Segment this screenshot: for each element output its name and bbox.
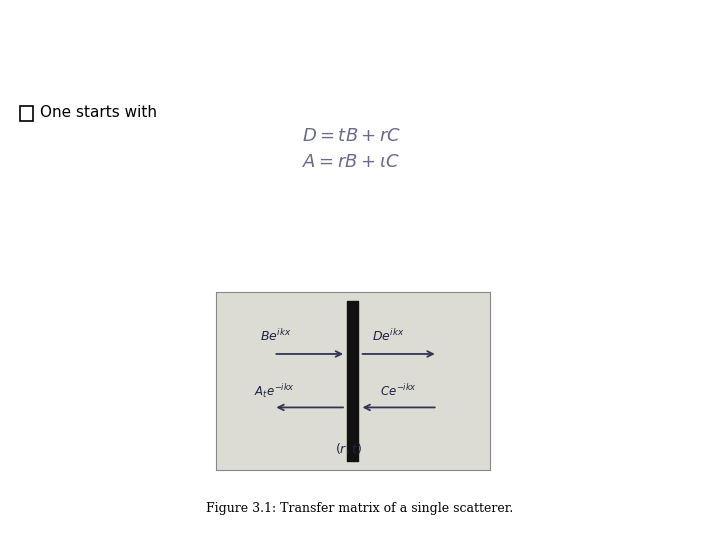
Text: $Ce^{-ikx}$: $Ce^{-ikx}$ bbox=[380, 383, 417, 399]
Text: $A_t e^{-ikx}$: $A_t e^{-ikx}$ bbox=[254, 382, 295, 400]
Text: $A = rB + \iota C$: $A = rB + \iota C$ bbox=[302, 153, 400, 172]
Text: $Be^{ikx}$: $Be^{ikx}$ bbox=[260, 328, 292, 343]
Text: One starts with: One starts with bbox=[40, 105, 157, 120]
Text: $De^{ikx}$: $De^{ikx}$ bbox=[372, 328, 405, 343]
Text: $(r, t)$: $(r, t)$ bbox=[335, 442, 362, 456]
Text: $D = tB + rC$: $D = tB + rC$ bbox=[302, 127, 402, 145]
Bar bbox=[20, 106, 33, 121]
Text: Optical resonators – resonances, finesse, loss rate etc: Optical resonators – resonances, finesse… bbox=[13, 22, 575, 42]
Text: Figure 3.1: Transfer matrix of a single scatterer.: Figure 3.1: Transfer matrix of a single … bbox=[207, 502, 513, 516]
